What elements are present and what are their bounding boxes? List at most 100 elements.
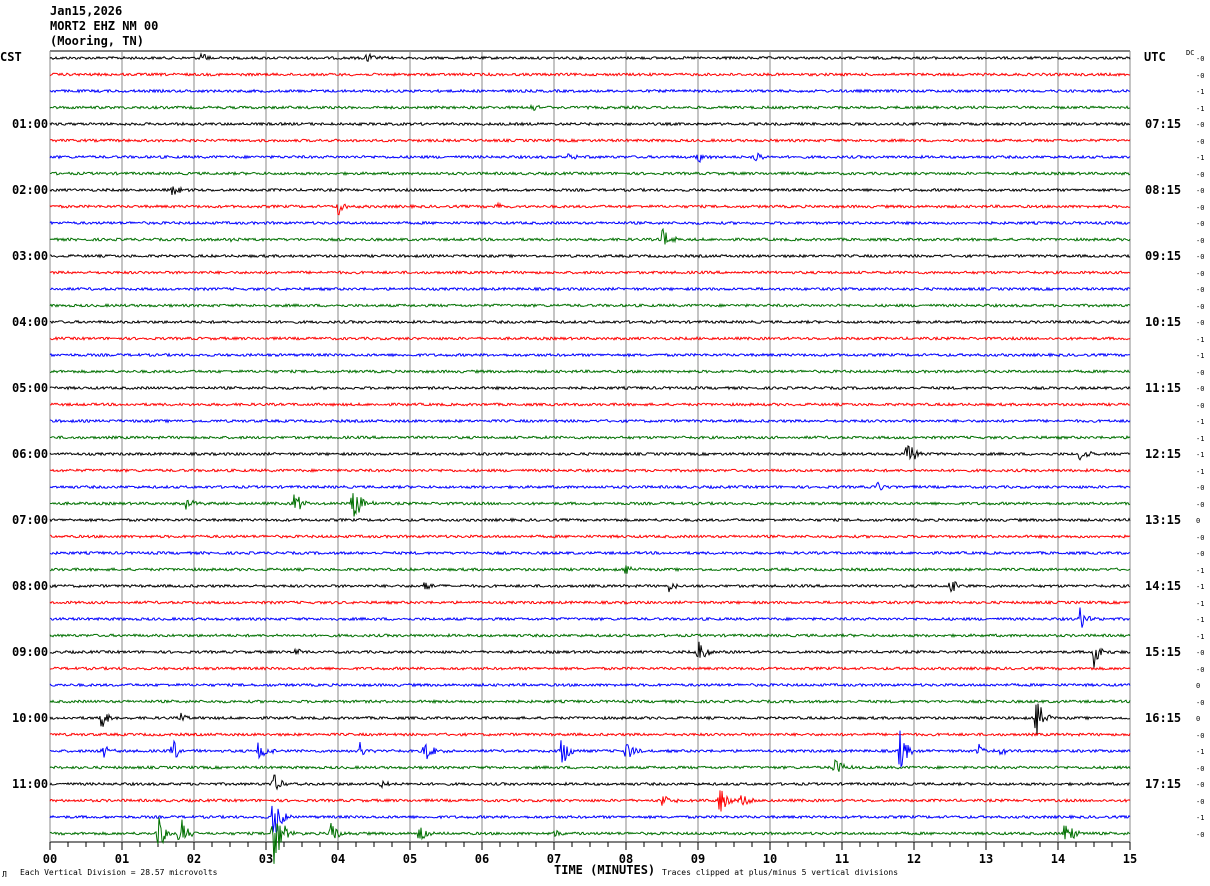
right-hour-label: 16:15: [1145, 711, 1182, 725]
right-hour-label: 14:15: [1145, 579, 1182, 593]
seismic-trace: [49, 352, 1131, 358]
dc-offset-label: -1: [1196, 418, 1205, 426]
dc-offset-label: -0: [1196, 401, 1205, 410]
seismic-trace: [49, 170, 1131, 177]
seismic-trace: [49, 52, 1131, 63]
x-tick-label: 04: [330, 852, 346, 866]
seismic-trace: [49, 435, 1131, 440]
dc-offset-label: -1: [1196, 616, 1205, 624]
dc-offset-label: -0: [1196, 55, 1205, 63]
seismic-trace: [49, 152, 1131, 164]
x-tick-label: 15: [1122, 852, 1138, 866]
x-tick-label: 00: [42, 852, 58, 866]
seismic-trace: [49, 445, 1131, 461]
dc-offset-label: -0: [1196, 137, 1205, 146]
right-hour-label: 10:15: [1145, 315, 1182, 329]
seismic-trace: [49, 270, 1131, 275]
left-hour-label: 01:00: [12, 117, 49, 131]
left-hour-label: 07:00: [12, 513, 49, 527]
dc-offset-label: -0: [1196, 484, 1205, 492]
dc-offset-label: -1: [1196, 335, 1205, 344]
right-hour-label: 08:15: [1145, 183, 1182, 197]
dc-offset-label: -0: [1196, 830, 1205, 839]
dc-offset-label: 0: [1196, 682, 1201, 690]
station-label: MORT2 EHZ NM 00: [50, 19, 159, 33]
seismic-trace: [49, 682, 1131, 688]
x-tick-label: 09: [690, 852, 706, 866]
left-hour-label: 06:00: [12, 447, 49, 461]
dc-offset-label: -0: [1196, 302, 1205, 311]
location-label: (Mooring, TN): [50, 34, 144, 48]
right-hour-label: 17:15: [1145, 777, 1182, 791]
seismic-trace: [49, 790, 1131, 812]
seismic-trace: [49, 368, 1131, 374]
x-tick-label: 13: [978, 852, 994, 866]
dc-offset-label: -0: [1196, 121, 1205, 129]
left-hour-label: 11:00: [12, 777, 49, 791]
dc-offset-label: -0: [1196, 665, 1205, 674]
x-tick-label: 03: [258, 852, 274, 866]
seismic-trace: [49, 774, 1131, 791]
x-tick-label: 01: [114, 852, 130, 866]
corner-mark: Л: [2, 870, 7, 879]
x-tick-label: 10: [762, 852, 778, 866]
x-axis-title: TIME (MINUTES): [554, 863, 656, 877]
seismic-trace: [49, 581, 1131, 593]
right-hour-label: 13:15: [1145, 513, 1182, 527]
dc-offset-label: -0: [1196, 698, 1205, 707]
left-hour-label: 02:00: [12, 183, 49, 197]
seismic-trace: [49, 220, 1131, 226]
dc-offset-label: -0: [1196, 170, 1205, 179]
seismic-trace: [49, 201, 1131, 216]
right-hour-label: 09:15: [1145, 249, 1182, 263]
dc-offset-label: -1: [1196, 352, 1205, 360]
left-timezone-label: CST: [0, 50, 22, 64]
dc-offset-label: -1: [1196, 88, 1205, 96]
dc-offset-label: -1: [1196, 154, 1205, 162]
seismic-trace: [49, 517, 1131, 523]
seismic-trace: [49, 703, 1130, 736]
x-tick-label: 02: [186, 852, 202, 866]
seismic-trace: [49, 665, 1131, 672]
dc-offset-label: -0: [1196, 781, 1205, 789]
seismic-trace: [49, 319, 1131, 325]
seismic-trace: [49, 227, 1131, 245]
dc-offset-label: -0: [1196, 187, 1205, 195]
dc-offset-label: -0: [1196, 368, 1205, 377]
dc-offset-label: -0: [1196, 764, 1205, 773]
dc-offset-label: -1: [1196, 599, 1205, 608]
x-tick-label: 12: [906, 852, 922, 866]
seismic-trace: [49, 481, 1131, 491]
x-tick-label: 06: [474, 852, 490, 866]
left-hour-label: 10:00: [12, 711, 49, 725]
dc-offset-label: -1: [1196, 434, 1205, 443]
dc-offset-label: -1: [1196, 467, 1205, 476]
left-hour-label: 03:00: [12, 249, 49, 263]
seismic-trace: [49, 550, 1131, 556]
seismic-trace: [49, 730, 1131, 769]
right-timezone-label: UTC: [1144, 50, 1166, 64]
seismic-trace: [49, 533, 1131, 540]
dc-offset-label: -0: [1196, 731, 1205, 740]
seismic-trace: [49, 185, 1131, 195]
left-hour-label: 08:00: [12, 579, 49, 593]
seismic-trace: [50, 138, 1131, 143]
dc-offset-label: -0: [1196, 253, 1205, 261]
dc-label: DC: [1186, 49, 1195, 57]
right-hour-label: 11:15: [1145, 381, 1182, 395]
dc-offset-label: -0: [1196, 797, 1205, 806]
dc-offset-label: -1: [1196, 583, 1205, 591]
seismic-trace: [49, 335, 1131, 341]
seismic-trace: [49, 418, 1131, 424]
seismic-trace: [49, 302, 1131, 309]
date-label: Jan15,2026: [50, 4, 123, 18]
dc-offset-label: -0: [1196, 71, 1205, 80]
dc-offset-label: -0: [1196, 286, 1205, 294]
dc-offset-label: -0: [1196, 236, 1205, 245]
dc-offset-label: -1: [1196, 104, 1205, 113]
dc-offset-label: -0: [1196, 533, 1205, 542]
seismic-trace: [49, 88, 1131, 94]
seismic-trace: [49, 759, 1131, 772]
dc-offset-label: -0: [1196, 319, 1205, 327]
dc-offset-label: -1: [1196, 814, 1205, 822]
